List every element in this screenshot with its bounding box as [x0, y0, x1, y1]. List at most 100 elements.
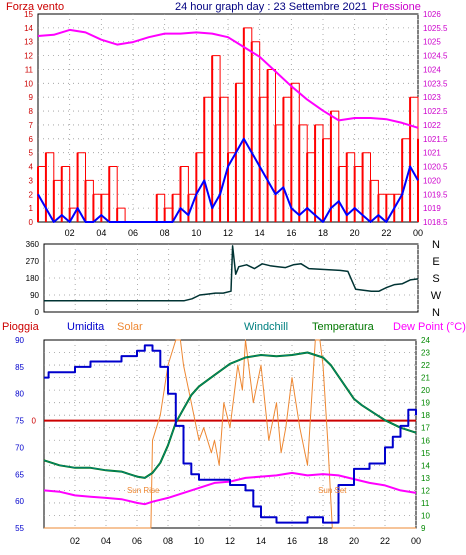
legend-humidity: Umidita	[67, 321, 105, 333]
right-tick-label: 1023	[423, 93, 441, 102]
right-tick-label: 1018.5	[423, 218, 448, 227]
right-tick-label: 11	[421, 499, 430, 508]
dew-point-line	[43, 471, 417, 506]
x-tick-label: 08	[163, 536, 173, 546]
x-tick-label: 06	[132, 536, 142, 546]
x-tick-label: 18	[318, 228, 328, 238]
left-tick-label: 10	[24, 79, 33, 88]
right-tick-label: 16	[421, 436, 430, 445]
right-tick-label: 21	[421, 374, 430, 383]
compass-label: S	[432, 273, 439, 285]
x-tick-label: 02	[65, 228, 75, 238]
right-tick-label: 12	[421, 486, 430, 495]
right-tick-label: 19	[421, 399, 430, 408]
right-tick-label: 22	[421, 361, 430, 370]
right-tick-label: 17	[421, 424, 430, 433]
right-tick-label: 1026	[423, 10, 441, 19]
right-tick-label: 18	[421, 411, 430, 420]
right-tick-label: 1024	[423, 65, 441, 74]
right-tick-label: 24	[421, 336, 430, 345]
solar-line	[44, 339, 416, 529]
legend-temperature: Temperatura	[312, 321, 375, 333]
right-tick-label: 1021	[423, 149, 441, 158]
right-tick-label: 1022	[423, 121, 441, 130]
x-tick-label: 16	[286, 228, 296, 238]
x-tick-label: 04	[101, 536, 111, 546]
x-tick-label: 22	[381, 228, 391, 238]
windchill-line	[43, 352, 417, 479]
left-tick-label: 360	[26, 240, 40, 249]
sun-set-label: Sun Set	[318, 486, 347, 495]
left-tick-label: 11	[25, 65, 34, 74]
x-tick-label: 02	[70, 536, 80, 546]
left-tick-label: 75	[15, 417, 24, 426]
rain-zero-label: 0	[32, 417, 37, 426]
x-tick-label: 12	[225, 536, 235, 546]
x-tick-label: 10	[191, 228, 201, 238]
x-tick-label: 14	[255, 228, 265, 238]
left-tick-label: 13	[24, 38, 33, 47]
legend-dew-point: Dew Point (°C)	[393, 321, 466, 333]
right-tick-label: 1021.5	[423, 135, 448, 144]
left-tick-label: 8	[29, 107, 34, 116]
header-title: 24 hour graph day : 23 Settembre 2021	[175, 1, 367, 13]
left-tick-label: 5	[29, 149, 34, 158]
x-tick-label: 08	[160, 228, 170, 238]
x-tick-label: 00	[411, 536, 421, 546]
x-tick-label: 22	[380, 536, 390, 546]
sun-rise-label: Sun Rise	[127, 486, 160, 495]
x-tick-label: 06	[128, 228, 138, 238]
right-tick-label: 9	[421, 524, 426, 533]
left-tick-label: 0	[29, 218, 34, 227]
left-tick-label: 4	[29, 163, 34, 172]
left-tick-label: 3	[29, 176, 34, 185]
x-tick-label: 20	[350, 228, 360, 238]
left-tick-label: 12	[24, 52, 33, 61]
left-tick-label: 7	[29, 121, 34, 130]
left-tick-label: 15	[24, 10, 33, 19]
compass-label: W	[431, 290, 442, 302]
x-tick-label: 16	[287, 536, 297, 546]
legend-rain: Pioggia	[2, 321, 40, 333]
wind-pressure-panel: 01234567891011121314151018.510191019.510…	[24, 10, 448, 238]
wind-gust-line	[37, 137, 419, 223]
left-tick-label: 9	[29, 93, 34, 102]
right-tick-label: 23	[421, 349, 430, 358]
left-tick-label: 6	[29, 135, 34, 144]
header-pressure-label: Pressione	[372, 1, 421, 13]
header-wind-label: Forza vento	[6, 1, 64, 13]
compass-label: N	[432, 307, 440, 319]
left-tick-label: 90	[15, 336, 24, 345]
left-tick-label: 55	[15, 524, 24, 533]
left-tick-label: 2	[29, 190, 34, 199]
x-tick-label: 10	[194, 536, 204, 546]
right-tick-label: 10	[421, 511, 430, 520]
left-tick-label: 80	[15, 390, 24, 399]
humidity-line	[44, 344, 417, 524]
compass-label: E	[432, 256, 439, 268]
left-tick-label: 65	[15, 470, 24, 479]
left-tick-label: 70	[15, 443, 24, 452]
left-tick-label: 180	[26, 274, 40, 283]
plot-area-temperature	[43, 339, 417, 529]
left-tick-label: 90	[30, 291, 39, 300]
right-tick-label: 20	[421, 386, 430, 395]
right-tick-label: 1023.5	[423, 79, 448, 88]
right-tick-label: 1019	[423, 204, 441, 213]
legend-solar: Solar	[117, 321, 143, 333]
left-tick-label: 0	[35, 308, 40, 317]
compass-label: N	[432, 239, 440, 251]
right-tick-label: 1024.5	[423, 52, 448, 61]
right-tick-label: 13	[421, 474, 430, 483]
x-tick-label: 12	[223, 228, 233, 238]
left-tick-label: 14	[24, 24, 33, 33]
right-tick-label: 1020	[423, 176, 441, 185]
left-tick-label: 85	[15, 363, 24, 372]
right-tick-label: 1025.5	[423, 24, 448, 33]
right-tick-label: 14	[421, 461, 430, 470]
right-tick-label: 1020.5	[423, 163, 448, 172]
x-tick-label: 04	[96, 228, 106, 238]
x-tick-label: 00	[413, 228, 423, 238]
